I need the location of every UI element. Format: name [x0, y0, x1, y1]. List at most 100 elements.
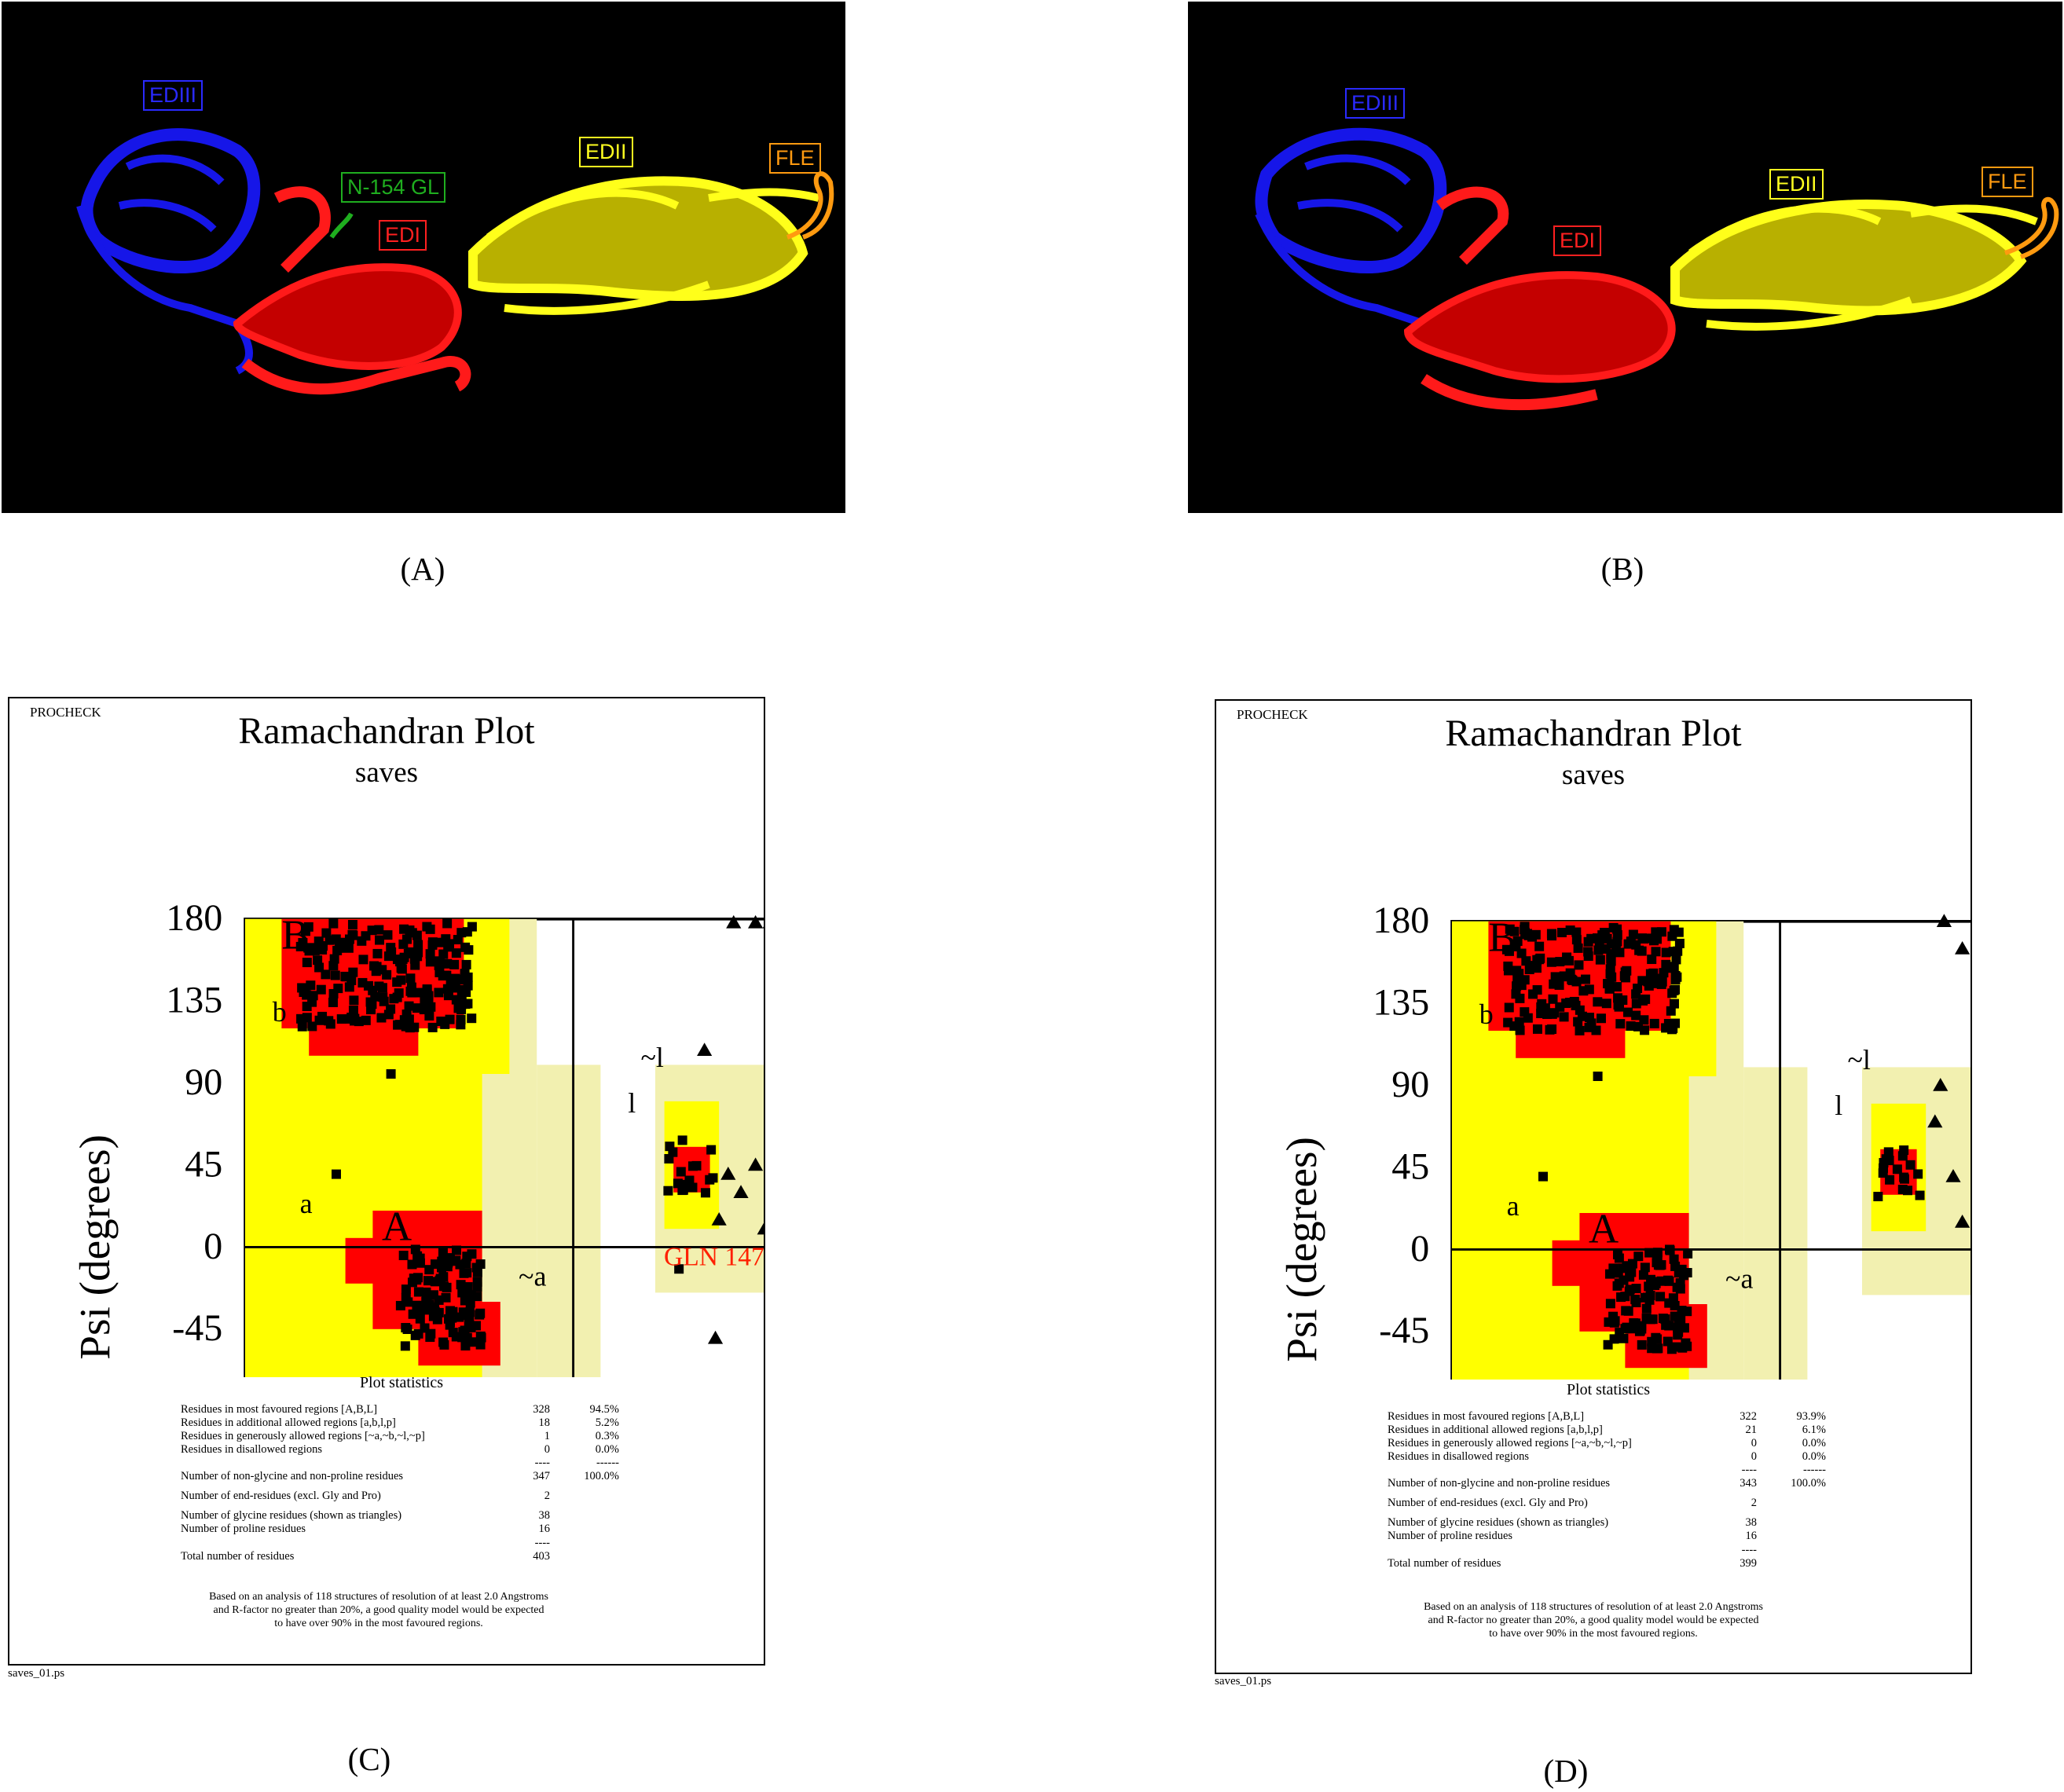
residue-point [399, 924, 409, 934]
residue-point [1546, 957, 1556, 967]
region-label: ~a [1725, 1263, 1753, 1295]
stats-count: 2 [544, 1490, 550, 1502]
residue-point [434, 1295, 444, 1305]
y-tick-label: 90 [1391, 1064, 1429, 1105]
residue-point [1564, 972, 1574, 982]
region-label: a [300, 1188, 313, 1219]
residue-point [460, 942, 471, 952]
residue-point [1677, 1343, 1688, 1353]
residue-point [1571, 977, 1582, 987]
residue-point [405, 973, 416, 984]
residue-point [1879, 1163, 1889, 1173]
glycine-point [1945, 1169, 1961, 1182]
residue-point [459, 1268, 469, 1278]
residue-point [1600, 944, 1611, 954]
stats-count: ---- [1741, 1464, 1757, 1476]
glycine-point [1955, 1215, 1971, 1228]
residue-point [1611, 982, 1622, 992]
residue-point [1620, 971, 1630, 981]
residue-point [1604, 1317, 1614, 1327]
residue-point [1504, 1002, 1514, 1013]
residue-point [349, 1016, 359, 1026]
residue-point [1556, 928, 1567, 938]
stats-count: 403 [533, 1550, 550, 1563]
residue-point [1670, 970, 1681, 980]
y-tick-label: -45 [1379, 1310, 1429, 1351]
residue-point [415, 1258, 425, 1268]
residue-point [401, 1322, 411, 1332]
glycine-point [748, 1157, 764, 1171]
stats-count: 0 [544, 1443, 550, 1456]
residue-point [321, 928, 332, 938]
residue-point [457, 974, 467, 984]
residue-point [332, 1169, 341, 1179]
residue-point [317, 944, 328, 955]
residue-point [465, 1298, 475, 1308]
residue-point [443, 991, 453, 1001]
residue-point [421, 1287, 431, 1297]
residue-point [458, 1307, 468, 1317]
residue-point [377, 965, 387, 975]
residue-point [461, 959, 471, 969]
residue-point [424, 1011, 434, 1021]
stats-label: Number of end-residues (excl. Gly and Pr… [1388, 1497, 1588, 1509]
residue-point [420, 1305, 431, 1315]
ramachandran-plot-c: -180-135-90-450459013518018013590450-45-… [71, 897, 764, 1377]
residue-point [688, 1161, 698, 1171]
residue-point [398, 939, 409, 949]
residue-point [464, 1320, 474, 1330]
residue-point [1521, 956, 1531, 966]
residue-point [467, 1249, 477, 1259]
residue-point [673, 1178, 683, 1189]
residue-point [1644, 1248, 1655, 1258]
residue-point [1604, 984, 1615, 994]
residue-point [450, 973, 460, 984]
residue-point [378, 992, 388, 1002]
residue-point [430, 1259, 440, 1270]
residue-point [451, 1245, 461, 1255]
residue-point [1591, 1025, 1601, 1035]
residue-point [448, 1328, 458, 1338]
residue-point [1683, 1248, 1693, 1259]
outlier-label: GLN 147 (A) [664, 1242, 764, 1271]
residue-point [405, 986, 416, 996]
ramachandran-panel-d: PROCHECK Ramachandran Plot saves -180-13… [1215, 699, 1972, 1674]
glycine-point [726, 914, 742, 929]
y-axis-label: Psi (degrees) [71, 1134, 119, 1360]
residue-point [1666, 1006, 1676, 1016]
stats-label: Total number of residues [1388, 1557, 1501, 1570]
y-tick-label: 135 [166, 980, 222, 1021]
residue-point [325, 1019, 335, 1029]
residue-point [383, 1010, 394, 1020]
residue-point [1501, 944, 1512, 955]
residue-point [1503, 961, 1513, 971]
procheck-label: PROCHECK [1237, 707, 1308, 722]
residue-point [377, 983, 387, 993]
residue-point [299, 987, 309, 997]
residue-point [1571, 927, 1582, 937]
residue-point [1631, 1010, 1641, 1021]
residue-point [349, 995, 359, 1006]
label-edii: EDII [1769, 169, 1824, 200]
footnote-line: to have over 90% in the most favoured re… [1489, 1628, 1698, 1640]
residue-point [1548, 994, 1558, 1004]
residue-point [425, 1332, 435, 1343]
residue-point [1669, 1254, 1679, 1264]
residue-point [1655, 1292, 1666, 1302]
stats-count: 16 [538, 1523, 551, 1535]
residue-point [1892, 1164, 1902, 1175]
residue-point [1650, 1281, 1660, 1291]
residue-point [383, 930, 393, 940]
glycine-point [1933, 1078, 1949, 1091]
region-label: l [628, 1087, 636, 1119]
stats-count: ---- [1741, 1544, 1757, 1556]
residue-point [1505, 924, 1515, 934]
residue-point [1677, 1306, 1687, 1316]
residue-point [677, 1135, 687, 1145]
residue-point [1534, 941, 1545, 951]
y-axis-label: Psi (degrees) [1278, 1137, 1325, 1362]
residue-point [460, 1340, 471, 1350]
residue-point [472, 1267, 482, 1277]
residue-point [348, 1006, 358, 1016]
label-fle: FLE [769, 143, 821, 174]
